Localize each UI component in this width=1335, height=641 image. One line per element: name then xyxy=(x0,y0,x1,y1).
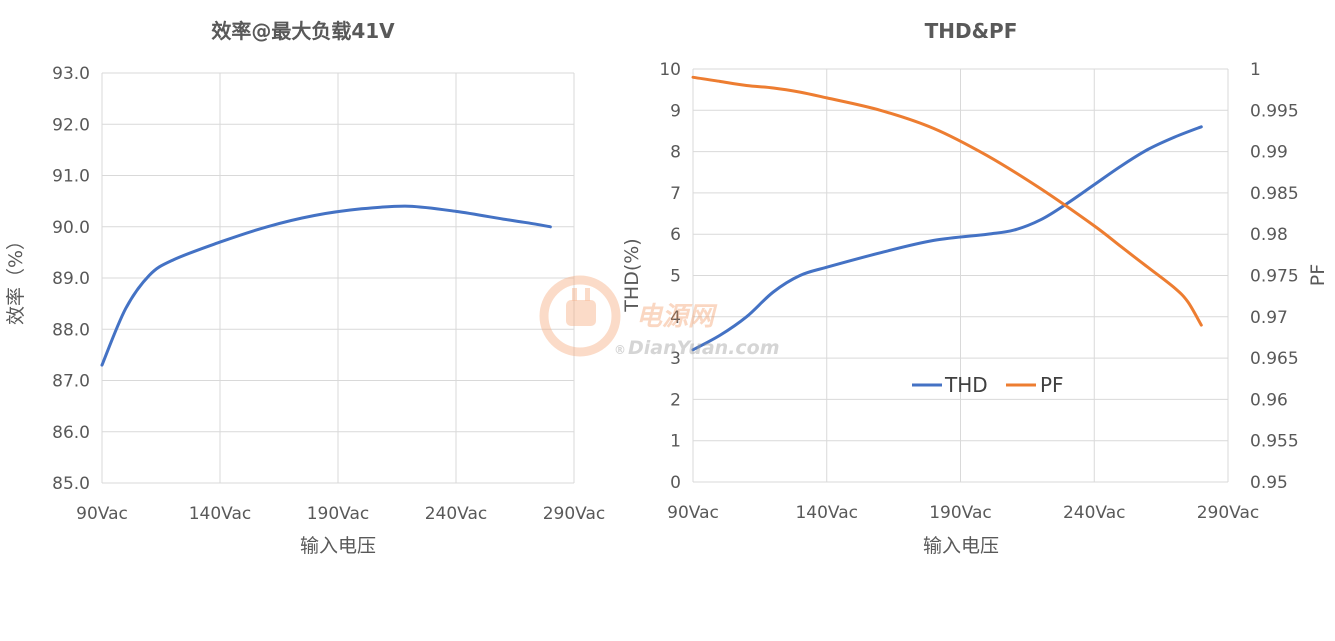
y2-tick-label: 0.98 xyxy=(1250,225,1288,245)
x-tick-label: 190Vac xyxy=(307,504,370,524)
y-tick-label: 7 xyxy=(670,184,681,204)
chart1-y-axis-title: 效率（%） xyxy=(5,231,27,325)
x-tick-label: 290Vac xyxy=(1197,503,1260,523)
y-tick-label: 90.0 xyxy=(52,218,90,238)
x-tick-label: 290Vac xyxy=(543,504,606,524)
chart1-gridlines xyxy=(101,72,575,484)
y2-tick-label: 0.99 xyxy=(1250,143,1288,163)
x-tick-label: 240Vac xyxy=(425,504,488,524)
y-tick-label: 2 xyxy=(670,390,681,410)
y2-tick-label: 0.975 xyxy=(1250,267,1299,287)
chart1-y-tick-labels: 85.0 86.0 87.0 88.0 89.0 90.0 91.0 92.0 93.0 xyxy=(52,64,90,494)
chart2-left-y-tick-labels: 0 1 2 3 4 5 6 7 8 9 10 xyxy=(659,60,681,493)
y2-tick-label: 0.955 xyxy=(1250,432,1299,452)
y-tick-label: 89.0 xyxy=(52,269,90,289)
x-tick-label: 240Vac xyxy=(1063,503,1126,523)
y-tick-label: 5 xyxy=(670,267,681,287)
efficiency-chart: 效率@最大负载41V 85.0 86.0 87.0 88.0 89.0 90.0 91.0 9… xyxy=(5,19,605,557)
series-line-thd xyxy=(691,125,1203,352)
x-tick-label: 90Vac xyxy=(667,503,719,523)
x-tick-label: 140Vac xyxy=(795,503,858,523)
chart2-left-y-axis-title: THD(%) xyxy=(621,238,643,312)
y-tick-label: 87.0 xyxy=(52,372,90,392)
y-tick-label: 91.0 xyxy=(52,167,90,187)
y-tick-label: 6 xyxy=(670,225,681,245)
watermark-registered-mark: ® xyxy=(614,343,626,357)
y2-tick-label: 0.985 xyxy=(1250,184,1299,204)
x-tick-label: 90Vac xyxy=(76,504,128,524)
chart2-right-y-tick-labels: 0.95 0.955 0.96 0.965 0.97 0.975 0.98 0.985 0.99… xyxy=(1250,60,1299,493)
dianyuan-watermark-logo: 电源网 ® DianYuan.com xyxy=(539,275,780,359)
y-tick-label: 4 xyxy=(670,308,681,328)
chart2-gridlines xyxy=(692,68,1229,483)
y-tick-label: 9 xyxy=(670,101,681,121)
chart2-right-y-axis-title: PF xyxy=(1307,264,1329,286)
watermark-main-text: 电源网 xyxy=(636,302,718,332)
y-tick-label: 85.0 xyxy=(52,474,90,494)
plug-prong-left-icon xyxy=(572,288,577,301)
y-tick-label: 0 xyxy=(670,473,681,493)
y2-tick-label: 0.95 xyxy=(1250,473,1288,493)
legend-thd-label: THD xyxy=(944,373,988,397)
plug-body-icon xyxy=(566,300,596,326)
y-tick-label: 92.0 xyxy=(52,115,90,135)
chart2-x-axis-title: 输入电压 xyxy=(923,535,999,557)
y2-tick-label: 0.97 xyxy=(1250,308,1288,328)
x-tick-label: 140Vac xyxy=(189,504,252,524)
chart2-x-tick-labels: 90Vac 140Vac 190Vac 240Vac 290Vac xyxy=(667,503,1259,523)
y-tick-label: 88.0 xyxy=(52,320,90,340)
y2-tick-label: 0.96 xyxy=(1250,390,1288,410)
chart1-x-tick-labels: 90Vac 140Vac 190Vac 240Vac 290Vac xyxy=(76,504,605,524)
y2-tick-label: 1 xyxy=(1250,60,1261,80)
series-line-0 xyxy=(100,204,552,367)
chart2-title: THD&PF xyxy=(925,19,1018,43)
y2-tick-label: 0.965 xyxy=(1250,349,1299,369)
chart1-title: 效率@最大负载41V xyxy=(211,19,395,43)
chart2-series xyxy=(691,75,1203,352)
y-tick-label: 10 xyxy=(659,60,681,80)
series-line-pf xyxy=(691,75,1203,327)
legend-pf-label: PF xyxy=(1040,373,1064,397)
x-tick-label: 190Vac xyxy=(929,503,992,523)
plug-prong-right-icon xyxy=(585,288,590,301)
plug-logo-icon xyxy=(539,275,621,357)
chart1-x-axis-title: 输入电压 xyxy=(300,535,376,557)
y-tick-label: 86.0 xyxy=(52,423,90,443)
y-tick-label: 1 xyxy=(670,432,681,452)
watermark-sub-text: DianYuan.com xyxy=(628,337,780,359)
y-tick-label: 3 xyxy=(670,349,681,369)
y-tick-label: 93.0 xyxy=(52,64,90,84)
y-tick-label: 8 xyxy=(670,143,681,163)
chart2-legend: THD PF xyxy=(912,373,1064,397)
y2-tick-label: 0.995 xyxy=(1250,101,1299,121)
chart1-series xyxy=(100,204,552,367)
